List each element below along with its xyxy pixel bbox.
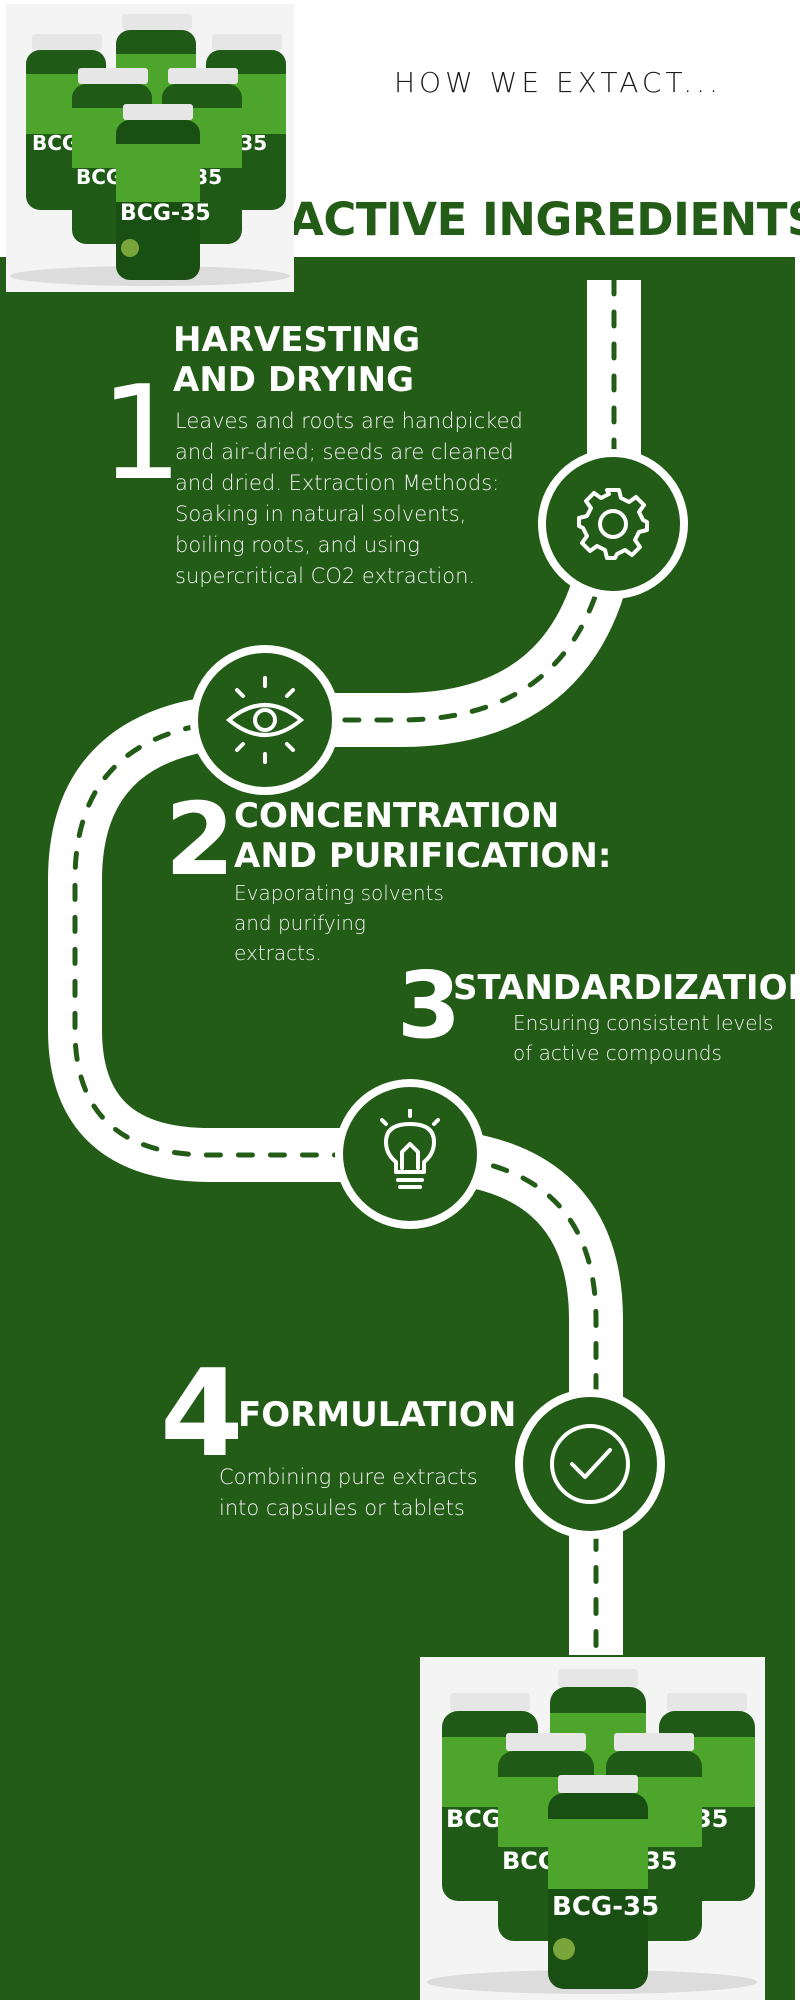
step-2-title-line1: CONCENTRATION <box>234 796 560 836</box>
step-4-title: FORMULATION <box>238 1395 517 1435</box>
step-1-text: Leaves and roots are handpicked and air-… <box>175 409 523 588</box>
check-icon <box>550 1424 630 1504</box>
lightbulb-icon <box>380 1109 440 1189</box>
gear-icon <box>577 488 649 560</box>
svg-text:BCG-35: BCG-35 <box>552 1892 659 1922</box>
page-title: ACTIVE INGREDIENTS <box>289 193 800 246</box>
step-3-text: Ensuring consistent levels of active com… <box>513 1011 774 1065</box>
svg-text:BCG: BCG <box>446 1805 502 1833</box>
step-1-title-line1: HARVESTING <box>173 320 421 360</box>
svg-text:BCG: BCG <box>32 131 78 155</box>
step-3-title: STANDARDIZATION <box>453 968 800 1008</box>
page-subtitle: HOW WE EXTACT... <box>394 66 722 99</box>
step-4-number: 4 <box>160 1345 244 1484</box>
lightbulb-circle <box>335 1079 485 1229</box>
step-1-title-line2: AND DRYING <box>173 360 415 400</box>
step-4-text: Combining pure extracts into capsules or… <box>219 1465 478 1520</box>
eye-circle <box>190 645 340 795</box>
svg-text:BCG: BCG <box>76 165 122 189</box>
product-photo-bottom: BCG -35 BCG -35 BCG-3 <box>420 1657 765 2000</box>
step-2-title-line2: AND PURIFICATION: <box>234 836 612 876</box>
step-2-text: Evaporating solvents and purifying extra… <box>234 881 444 965</box>
step-1-number: 1 <box>100 357 183 509</box>
step-2-number: 2 <box>165 781 235 898</box>
bottles-image-bottom: BCG -35 BCG -35 BCG-3 <box>427 1669 757 1994</box>
svg-text:BCG-35: BCG-35 <box>120 201 211 226</box>
step-3-number: 3 <box>397 952 462 1059</box>
product-photo-top: BCG -35 BCG -35 BCG-3 <box>6 4 294 292</box>
check-circle <box>515 1389 665 1539</box>
gear-circle <box>538 449 688 599</box>
bottles-image: BCG -35 BCG -35 BCG-3 <box>10 14 290 286</box>
eye-icon <box>225 676 305 764</box>
